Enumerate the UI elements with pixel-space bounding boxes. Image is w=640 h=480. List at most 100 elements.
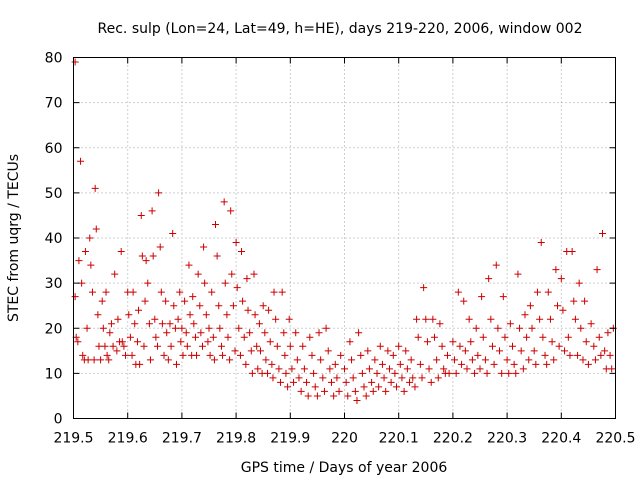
data-point — [75, 257, 83, 265]
data-point — [398, 374, 406, 382]
data-point — [425, 365, 433, 373]
data-point — [88, 288, 96, 296]
data-point — [559, 306, 567, 314]
data-point — [317, 356, 325, 364]
data-point — [407, 356, 415, 364]
data-point — [387, 378, 395, 386]
data-point — [215, 302, 223, 310]
data-point — [306, 333, 314, 341]
data-point — [517, 347, 525, 355]
y-tick-label: 0 — [54, 412, 63, 428]
data-point — [380, 374, 388, 382]
y-tick-label: 10 — [45, 366, 63, 382]
data-point — [239, 297, 247, 305]
data-point — [385, 365, 393, 373]
data-point — [590, 342, 598, 350]
data-point — [103, 351, 111, 359]
data-point — [310, 369, 318, 377]
data-point — [142, 257, 150, 265]
data-point — [95, 342, 103, 350]
data-point — [131, 320, 139, 328]
data-point — [533, 288, 541, 296]
y-tick-label: 70 — [45, 96, 63, 112]
data-point — [483, 369, 491, 377]
x-tick-label: 220.1 — [379, 431, 419, 447]
data-point — [71, 58, 79, 66]
data-point — [295, 374, 303, 382]
data-point — [378, 360, 386, 368]
data-point — [574, 351, 582, 359]
x-tick-label: 219.8 — [216, 431, 256, 447]
data-point — [591, 356, 599, 364]
data-point — [362, 392, 370, 400]
data-point — [555, 342, 563, 350]
data-point — [548, 338, 556, 346]
data-point — [177, 338, 185, 346]
data-point — [206, 351, 214, 359]
data-point — [102, 288, 110, 296]
data-point — [536, 315, 544, 323]
data-point — [270, 288, 278, 296]
data-point — [365, 365, 373, 373]
data-point — [87, 261, 95, 269]
data-point — [277, 378, 285, 386]
data-point — [135, 306, 143, 314]
data-point — [564, 333, 572, 341]
data-point — [514, 270, 522, 278]
data-point — [427, 378, 435, 386]
data-point — [278, 288, 286, 296]
data-point — [452, 369, 460, 377]
data-point — [308, 351, 316, 359]
data-point — [155, 189, 163, 197]
data-point — [71, 293, 79, 301]
x-tick-label: 219.6 — [108, 431, 148, 447]
data-point — [568, 248, 576, 256]
data-point — [324, 347, 332, 355]
data-point — [242, 360, 250, 368]
data-point — [228, 270, 236, 278]
data-point — [248, 369, 256, 377]
data-point — [449, 338, 457, 346]
x-tick-label: 220.2 — [433, 431, 473, 447]
data-point — [490, 360, 498, 368]
data-point — [144, 279, 152, 287]
data-point — [111, 270, 119, 278]
data-point — [423, 338, 431, 346]
data-point — [530, 347, 538, 355]
data-point — [414, 333, 422, 341]
data-points — [71, 58, 617, 404]
data-point — [357, 351, 365, 359]
data-point — [337, 351, 345, 359]
data-point — [229, 302, 237, 310]
data-point — [505, 369, 513, 377]
data-point — [91, 184, 99, 192]
data-point — [204, 338, 212, 346]
data-point — [191, 333, 199, 341]
data-point — [149, 252, 157, 260]
data-point — [368, 378, 376, 386]
data-point — [221, 279, 229, 287]
data-point — [133, 338, 141, 346]
data-point — [554, 302, 562, 310]
data-point — [566, 351, 574, 359]
data-point — [236, 351, 244, 359]
data-point — [232, 239, 240, 247]
data-point — [543, 360, 551, 368]
data-point — [98, 297, 106, 305]
data-point — [97, 356, 105, 364]
data-point — [164, 356, 172, 364]
data-point — [608, 365, 616, 373]
data-point — [346, 338, 354, 346]
data-point — [498, 369, 506, 377]
data-point — [606, 351, 614, 359]
data-point — [598, 229, 606, 237]
data-point — [79, 351, 87, 359]
data-point — [331, 360, 339, 368]
data-point — [478, 293, 486, 301]
data-point — [436, 320, 444, 328]
data-point — [217, 342, 225, 350]
data-point — [264, 369, 272, 377]
data-point — [114, 315, 122, 323]
data-point — [601, 347, 609, 355]
